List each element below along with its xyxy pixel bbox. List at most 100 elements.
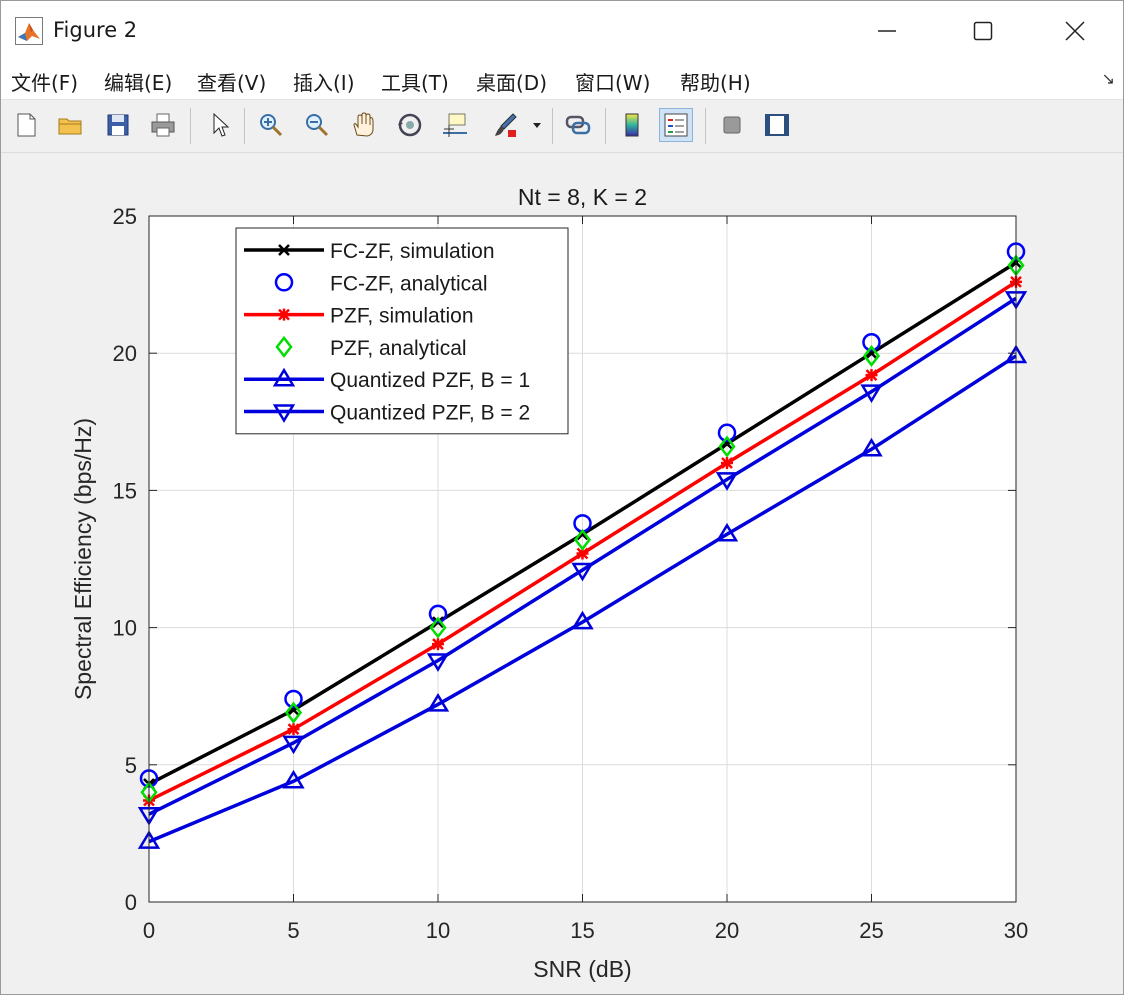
x-tick-label: 10 [426, 918, 450, 943]
data-point[interactable] [860, 384, 883, 404]
dock-arrow-icon[interactable]: ↘ [1101, 71, 1115, 88]
menu-bar: 文件(F) 编辑(E) 查看(V) 插入(I) 工具(T) 桌面(D) 窗口(W… [1, 61, 1123, 100]
pointer-icon [213, 112, 230, 137]
legend-marker[interactable] [272, 404, 296, 423]
data-point[interactable] [715, 522, 739, 542]
new-figure-button[interactable] [9, 108, 43, 142]
data-tips-button[interactable] [438, 108, 472, 142]
data-point[interactable] [428, 604, 448, 624]
minimize-icon [878, 30, 896, 32]
print-icon [151, 113, 175, 137]
toolbar-separator [244, 108, 245, 144]
toolbar-separator [552, 108, 553, 144]
menu-help[interactable]: 帮助(H) [680, 71, 751, 95]
x-tick-label: 30 [1004, 918, 1028, 943]
menu-insert[interactable]: 插入(I) [293, 71, 355, 95]
link-plot-button[interactable] [561, 108, 595, 142]
brush-button[interactable] [488, 108, 522, 142]
window-title: Figure 2 [53, 18, 138, 42]
legend[interactable]: FC-ZF, simulation FC-ZF, analytical PZF, s… [235, 227, 569, 435]
legend-label: PZF, simulation [330, 305, 474, 328]
maximize-icon [973, 21, 993, 41]
data-point[interactable] [284, 701, 303, 724]
zoom-out-button[interactable] [300, 108, 334, 142]
rotate-3d-button[interactable] [393, 108, 427, 142]
menu-file[interactable]: 文件(F) [11, 71, 79, 95]
x-tick-label: 25 [859, 918, 883, 943]
brush-dropdown-icon [533, 123, 541, 128]
series-line [148, 296, 1017, 816]
data-point[interactable] [862, 332, 881, 352]
rotate-3d-icon [398, 113, 422, 137]
data-point[interactable] [429, 616, 447, 639]
zoom-out-icon [306, 114, 329, 137]
data-point[interactable] [571, 610, 594, 630]
y-axis-label: Spectral Efficiency (bps/Hz) [70, 418, 96, 700]
data-point[interactable] [282, 769, 305, 789]
print-button[interactable] [146, 108, 180, 142]
data-point[interactable] [282, 735, 305, 755]
link-plot-icon [565, 115, 591, 135]
zoom-in-button[interactable] [254, 108, 288, 142]
edit-plot-button[interactable] [203, 108, 237, 142]
pan-button[interactable] [346, 108, 380, 142]
legend-label: Quantized PZF, B = 2 [330, 402, 530, 425]
data-point[interactable] [862, 344, 881, 367]
data-point[interactable] [287, 723, 300, 736]
save-button[interactable] [101, 108, 135, 142]
save-icon [107, 114, 129, 136]
data-point[interactable] [426, 653, 450, 672]
menu-desktop[interactable]: 桌面(D) [476, 71, 548, 95]
title-bar[interactable]: Figure 2 [1, 1, 1123, 61]
figure-toolbar [1, 100, 1123, 153]
x-tick-label: 0 [143, 918, 155, 943]
data-point[interactable] [284, 689, 303, 709]
minimize-button[interactable] [839, 1, 935, 61]
data-point[interactable] [426, 693, 450, 712]
legend-marker[interactable] [274, 273, 294, 292]
data-point[interactable] [571, 562, 594, 582]
open-folder-icon [58, 118, 82, 135]
maximize-button[interactable] [935, 1, 1031, 61]
data-point[interactable] [860, 437, 883, 457]
hide-plot-tools-icon [723, 116, 741, 134]
series-line [148, 354, 1017, 844]
brush-dropdown-button[interactable] [527, 108, 547, 142]
open-file-button[interactable] [53, 108, 87, 142]
data-point[interactable] [721, 456, 733, 469]
brush-icon [495, 113, 517, 137]
zoom-in-icon [260, 114, 283, 137]
insert-colorbar-button[interactable] [615, 108, 649, 142]
data-point[interactable] [865, 369, 878, 382]
data-point[interactable] [718, 435, 736, 458]
menu-window[interactable]: 窗口(W) [575, 71, 651, 95]
data-point[interactable] [432, 638, 444, 651]
data-point[interactable] [717, 423, 737, 443]
menu-view[interactable]: 查看(V) [197, 71, 267, 95]
legend-marker[interactable] [278, 308, 290, 321]
hide-plot-tools-button[interactable] [715, 108, 749, 142]
y-tick-label: 10 [113, 616, 137, 641]
data-point[interactable] [715, 472, 739, 491]
close-button[interactable] [1027, 1, 1123, 61]
menu-edit[interactable]: 编辑(E) [104, 71, 173, 95]
legend-marker[interactable] [275, 335, 293, 358]
legend-label: FC-ZF, simulation [330, 240, 495, 263]
y-tick-label: 20 [113, 341, 137, 366]
series-1 [139, 242, 1026, 788]
pan-hand-icon [353, 112, 374, 137]
data-point[interactable] [576, 547, 589, 560]
legend-marker[interactable] [272, 367, 296, 387]
colorbar-icon [625, 113, 639, 137]
chart-title: Nt = 8, K = 2 [518, 184, 647, 210]
legend-label: FC-ZF, analytical [330, 272, 488, 295]
insert-legend-button[interactable] [659, 108, 693, 142]
show-plot-tools-icon [765, 114, 789, 136]
show-plot-tools-button[interactable] [760, 108, 794, 142]
y-tick-label: 5 [125, 753, 137, 778]
legend-marker[interactable] [278, 244, 290, 256]
data-point[interactable] [573, 528, 592, 551]
x-axis-label: SNR (dB) [533, 956, 631, 982]
menu-tools[interactable]: 工具(T) [381, 71, 449, 95]
